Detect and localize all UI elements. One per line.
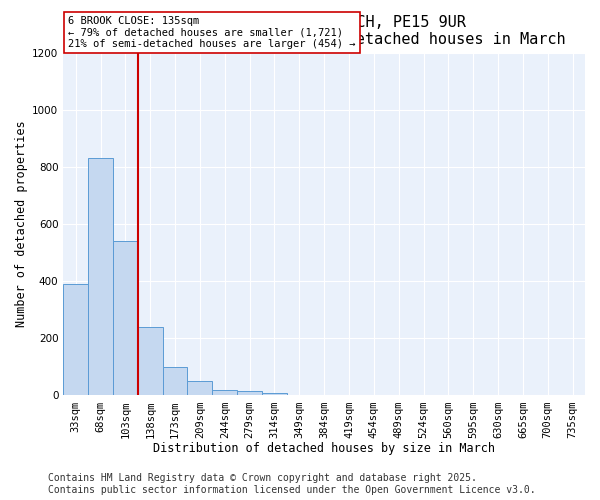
Bar	[237, 391, 262, 396]
Bar	[187, 381, 212, 396]
Bar	[113, 241, 138, 396]
Text: 6 BROOK CLOSE: 135sqm
← 79% of detached houses are smaller (1,721)
21% of semi-d: 6 BROOK CLOSE: 135sqm ← 79% of detached …	[68, 16, 356, 50]
Bar	[163, 367, 187, 396]
X-axis label: Distribution of detached houses by size in March: Distribution of detached houses by size …	[153, 442, 495, 455]
Text: Contains HM Land Registry data © Crown copyright and database right 2025.
Contai: Contains HM Land Registry data © Crown c…	[48, 474, 536, 495]
Bar	[63, 284, 88, 396]
Bar	[212, 390, 237, 396]
Bar	[138, 327, 163, 396]
Y-axis label: Number of detached properties: Number of detached properties	[15, 121, 28, 328]
Title: 6, BROOK CLOSE, MARCH, PE15 9UR
Size of property relative to detached houses in : 6, BROOK CLOSE, MARCH, PE15 9UR Size of …	[82, 15, 566, 48]
Bar	[88, 158, 113, 396]
Bar	[262, 392, 287, 396]
